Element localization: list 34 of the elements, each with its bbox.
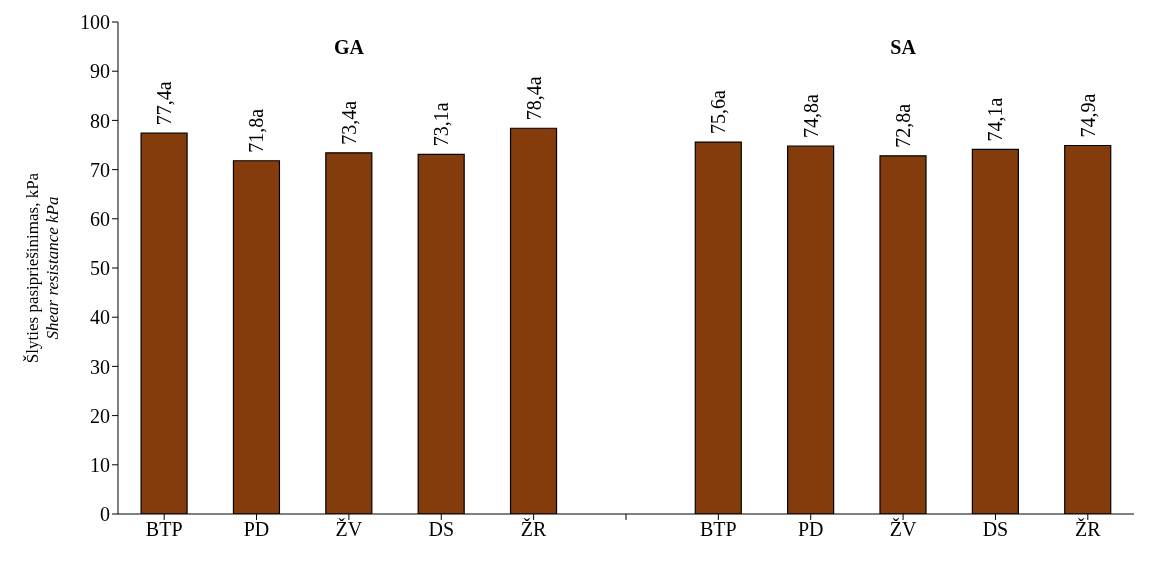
data-label: 71,8a [245, 108, 268, 153]
data-label: 75,6a [707, 90, 730, 135]
data-label: 74,9a [1076, 93, 1099, 138]
y-tick-label: 80 [90, 109, 110, 132]
annotation: GA [332, 36, 365, 59]
x-tick-label: PD [797, 518, 824, 541]
data-label: 74,8a [799, 93, 822, 138]
data-label: 78,4a [522, 76, 545, 121]
x-tick-label: PD [243, 518, 270, 541]
x-tick-label: DS [428, 518, 455, 541]
y-tick-label: 40 [90, 306, 110, 329]
annotation: SA [889, 36, 917, 59]
x-tick-label: BTP [145, 518, 183, 541]
y-tick-label: 70 [90, 158, 110, 181]
y-tick-label: 0 [100, 503, 110, 526]
data-label: 73,4a [337, 100, 360, 145]
y-tick-label: 100 [80, 11, 110, 34]
data-label: 77,4a [153, 81, 176, 126]
x-tick-label: DS [982, 518, 1009, 541]
x-tick-label: ŽR [520, 518, 548, 541]
x-tick-label: ŽV [889, 518, 917, 541]
x-tick-label: BTP [700, 518, 737, 541]
y-tick-label: 30 [90, 355, 110, 378]
y-axis-title: Šlyties pasipriešinimas, kPa Shear resistance kPa [23, 172, 62, 364]
x-tick-label: ŽV [335, 518, 363, 541]
data-label: 72,8a [892, 103, 914, 148]
y-tick-label: 60 [90, 207, 110, 230]
data-label: 74,1a [984, 97, 1007, 142]
data-label: 73,1a [430, 102, 453, 147]
y-tick-label: 20 [90, 404, 110, 427]
y-tick-label: 90 [90, 60, 110, 83]
y-tick-label: 50 [90, 257, 110, 280]
x-tick-label: ŽR [1075, 518, 1102, 541]
y-tick-label: 10 [90, 453, 110, 476]
